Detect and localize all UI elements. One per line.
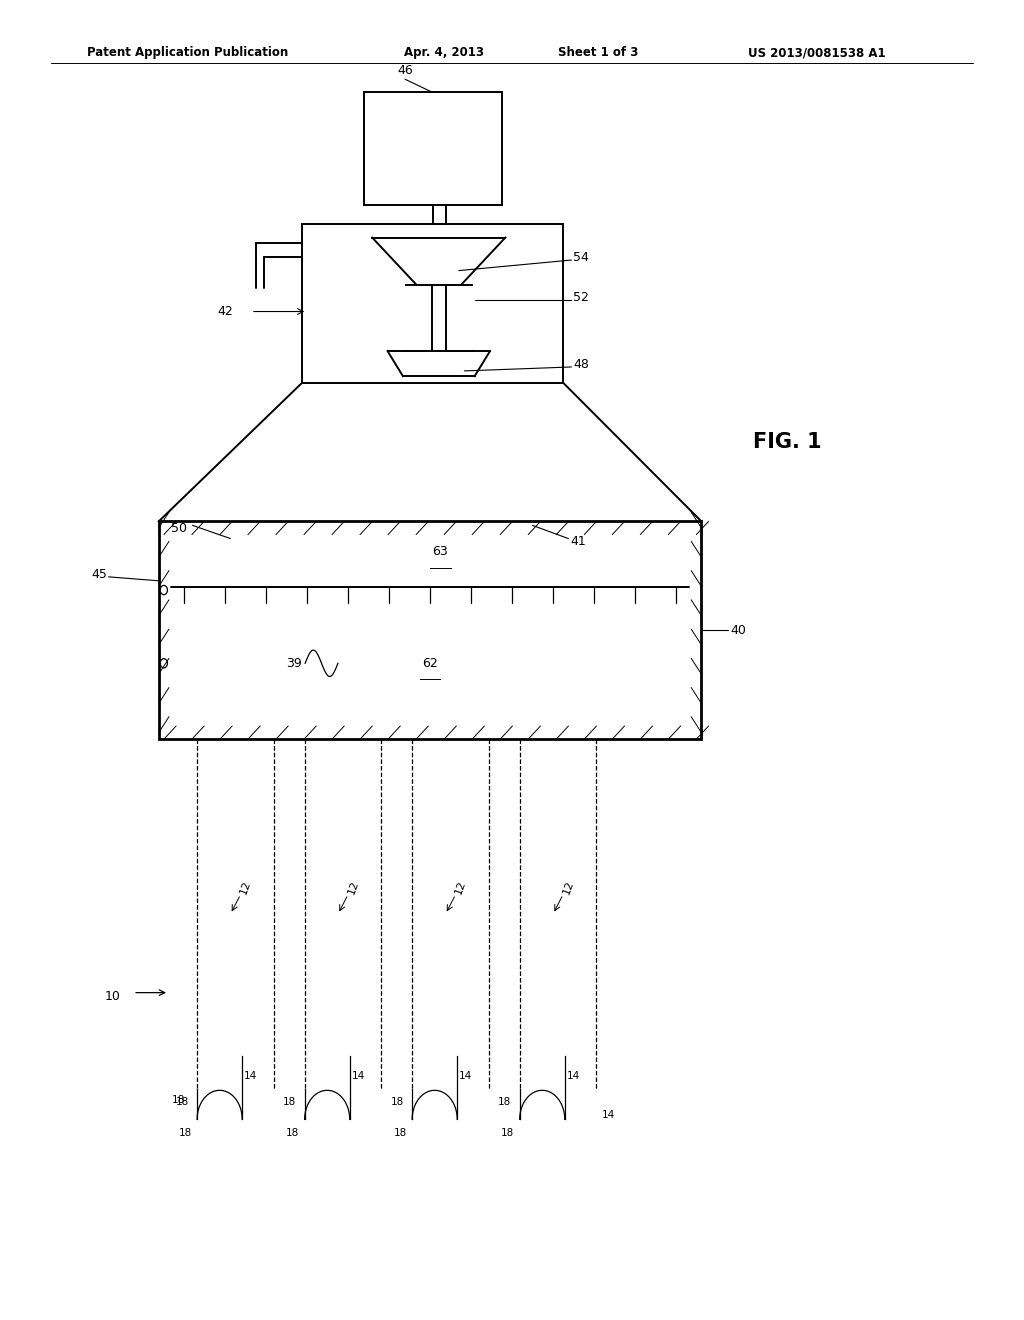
Text: 10: 10 [104, 990, 121, 1003]
Text: 63: 63 [432, 545, 449, 558]
Bar [159, 521, 701, 739]
Text: US 2013/0081538 A1: US 2013/0081538 A1 [748, 46, 885, 59]
Text: 46: 46 [397, 63, 413, 77]
Text: 40: 40 [730, 624, 746, 636]
Text: 41: 41 [570, 535, 587, 548]
Text: Patent Application Publication: Patent Application Publication [87, 46, 289, 59]
Text: 14: 14 [567, 1071, 580, 1081]
Text: 18: 18 [172, 1094, 184, 1105]
Text: 12: 12 [561, 879, 575, 896]
Bar [364, 92, 502, 205]
Text: 18: 18 [179, 1127, 193, 1138]
Text: 14: 14 [602, 1110, 614, 1121]
Text: 18: 18 [391, 1097, 403, 1107]
Text: 14: 14 [244, 1071, 257, 1081]
Text: 52: 52 [573, 292, 590, 305]
Text: 62: 62 [422, 657, 438, 669]
Text: 42: 42 [218, 305, 233, 318]
Text: 18: 18 [499, 1097, 512, 1107]
Text: 18: 18 [287, 1127, 300, 1138]
Text: 45: 45 [91, 568, 108, 581]
Text: 39: 39 [287, 657, 302, 669]
Bar [302, 224, 563, 383]
Text: 12: 12 [239, 879, 253, 896]
Text: 18: 18 [502, 1127, 515, 1138]
Text: Apr. 4, 2013: Apr. 4, 2013 [404, 46, 484, 59]
Text: 14: 14 [459, 1071, 472, 1081]
Text: 50: 50 [171, 521, 187, 535]
Text: 12: 12 [454, 879, 468, 896]
Text: 18: 18 [284, 1097, 297, 1107]
Text: FIG. 1: FIG. 1 [753, 432, 821, 453]
Text: Sheet 1 of 3: Sheet 1 of 3 [558, 46, 638, 59]
Text: 48: 48 [573, 358, 590, 371]
Text: 12: 12 [346, 879, 360, 896]
Text: 18: 18 [176, 1097, 188, 1107]
Text: 14: 14 [352, 1071, 365, 1081]
Text: 18: 18 [394, 1127, 408, 1138]
Text: 54: 54 [573, 251, 590, 264]
